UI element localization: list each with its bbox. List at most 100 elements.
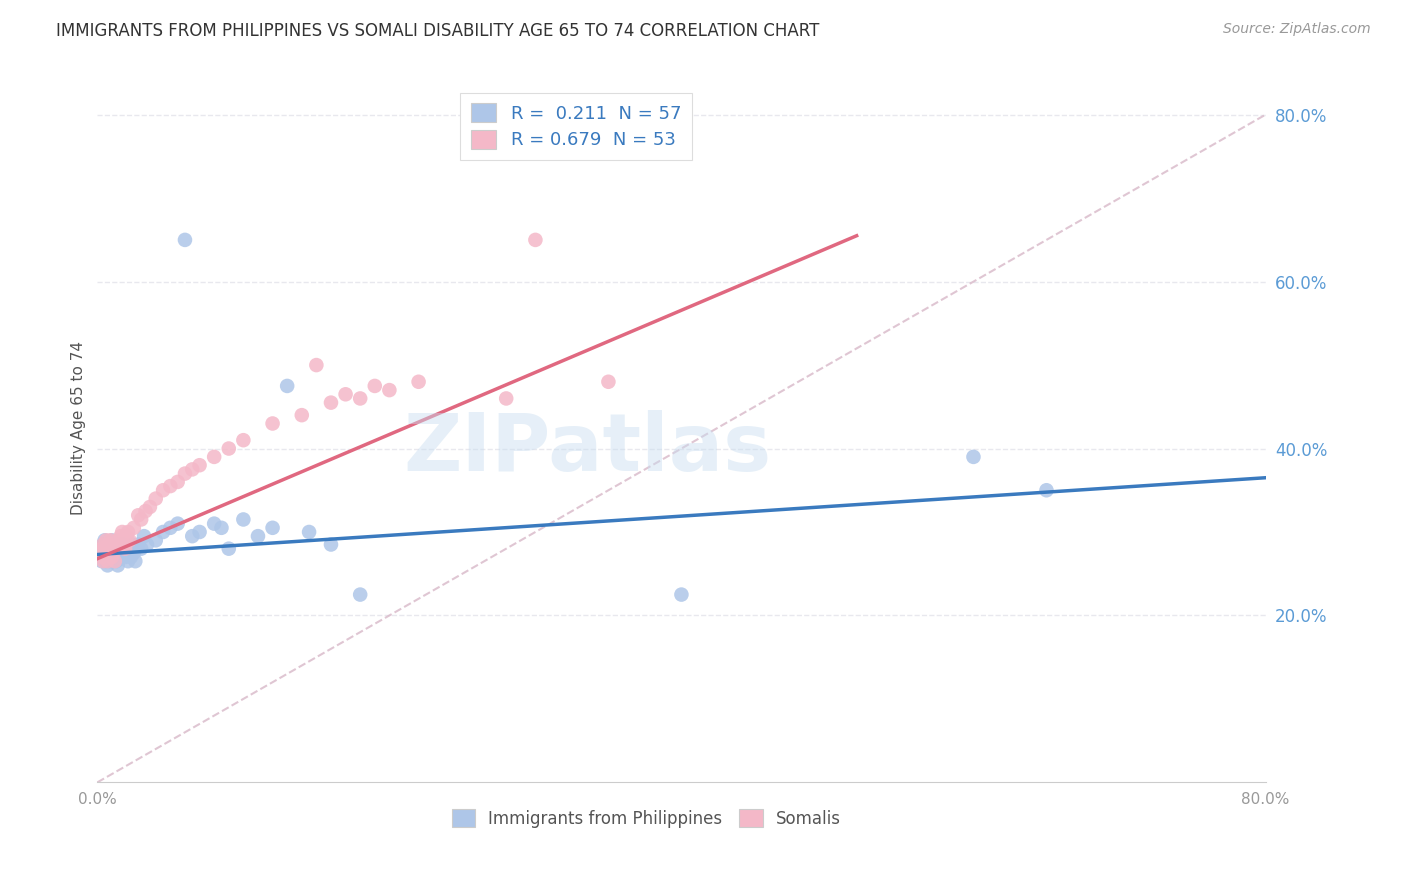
Point	[101, 546, 124, 560]
Point	[159, 521, 181, 535]
Point	[319, 537, 342, 551]
Point	[408, 375, 430, 389]
Point	[174, 233, 197, 247]
Point	[93, 546, 115, 560]
Point	[211, 521, 233, 535]
Point	[145, 533, 167, 548]
Point	[145, 491, 167, 506]
Point	[118, 533, 141, 548]
Point	[159, 479, 181, 493]
Point	[114, 541, 136, 556]
Point	[107, 558, 129, 573]
Point	[188, 458, 211, 473]
Point	[671, 588, 693, 602]
Point	[364, 379, 387, 393]
Point	[598, 375, 620, 389]
Point	[117, 524, 139, 539]
Point	[100, 554, 122, 568]
Point	[94, 533, 117, 548]
Point	[127, 508, 149, 523]
Point	[108, 546, 131, 560]
Point	[91, 549, 114, 564]
Point	[135, 504, 157, 518]
Point	[93, 533, 115, 548]
Point	[89, 541, 111, 556]
Point	[98, 537, 121, 551]
Point	[962, 450, 984, 464]
Y-axis label: Disability Age 65 to 74: Disability Age 65 to 74	[72, 341, 86, 515]
Point	[103, 549, 125, 564]
Point	[118, 541, 141, 556]
Point	[120, 549, 142, 564]
Point	[104, 554, 127, 568]
Point	[132, 529, 155, 543]
Point	[89, 546, 111, 560]
Point	[100, 541, 122, 556]
Point	[524, 233, 547, 247]
Point	[122, 521, 145, 535]
Point	[94, 541, 117, 556]
Point	[101, 541, 124, 556]
Point	[129, 541, 152, 556]
Point	[202, 450, 225, 464]
Point	[232, 433, 254, 447]
Point	[121, 537, 143, 551]
Point	[98, 537, 121, 551]
Point	[349, 588, 371, 602]
Point	[174, 467, 197, 481]
Point	[103, 546, 125, 560]
Text: ZIPatlas: ZIPatlas	[404, 410, 772, 488]
Point	[111, 524, 134, 539]
Legend: Immigrants from Philippines, Somalis: Immigrants from Philippines, Somalis	[446, 803, 848, 834]
Point	[124, 554, 146, 568]
Point	[181, 462, 204, 476]
Point	[97, 554, 120, 568]
Point	[139, 500, 162, 514]
Point	[136, 537, 159, 551]
Point	[93, 546, 115, 560]
Point	[90, 549, 112, 564]
Point	[202, 516, 225, 531]
Point	[110, 529, 132, 543]
Point	[152, 483, 174, 498]
Text: Source: ZipAtlas.com: Source: ZipAtlas.com	[1223, 22, 1371, 37]
Point	[152, 524, 174, 539]
Point	[232, 512, 254, 526]
Point	[104, 541, 127, 556]
Point	[218, 442, 240, 456]
Point	[115, 529, 138, 543]
Point	[91, 537, 114, 551]
Point	[166, 516, 188, 531]
Point	[98, 549, 121, 564]
Point	[112, 537, 135, 551]
Point	[335, 387, 357, 401]
Point	[319, 395, 342, 409]
Point	[100, 533, 122, 548]
Point	[91, 554, 114, 568]
Point	[117, 554, 139, 568]
Point	[101, 533, 124, 548]
Point	[276, 379, 298, 393]
Point	[305, 358, 328, 372]
Point	[103, 537, 125, 551]
Point	[291, 408, 314, 422]
Point	[107, 533, 129, 548]
Point	[91, 537, 114, 551]
Point	[166, 475, 188, 489]
Point	[262, 521, 284, 535]
Point	[298, 524, 321, 539]
Point	[101, 549, 124, 564]
Point	[112, 541, 135, 556]
Point	[114, 549, 136, 564]
Point	[111, 537, 134, 551]
Point	[349, 392, 371, 406]
Point	[94, 554, 117, 568]
Point	[90, 554, 112, 568]
Point	[90, 541, 112, 556]
Point	[122, 546, 145, 560]
Point	[1035, 483, 1057, 498]
Point	[115, 546, 138, 560]
Point	[94, 541, 117, 556]
Point	[105, 554, 128, 568]
Point	[105, 541, 128, 556]
